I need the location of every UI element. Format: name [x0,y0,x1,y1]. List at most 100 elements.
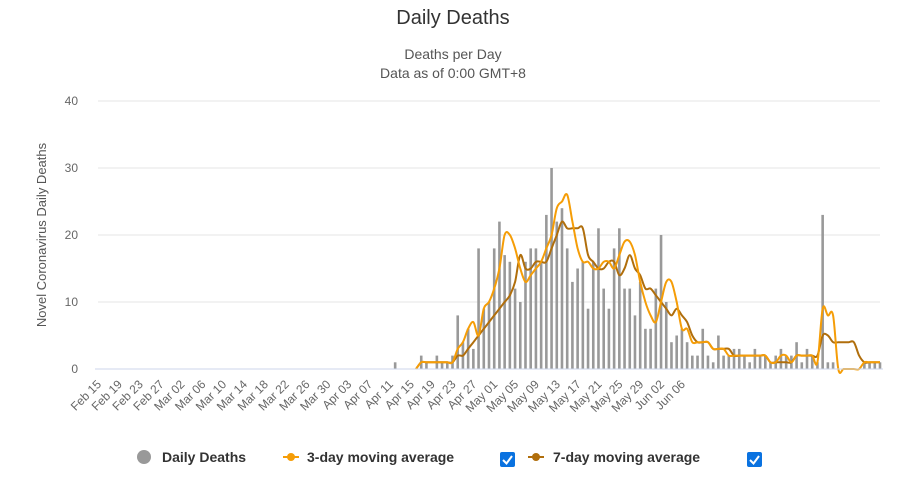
bar [873,362,877,369]
legend-item[interactable]: Daily Deaths [137,449,246,465]
bar [769,362,772,369]
y-axis-ticks: 0 10 20 30 40 [65,94,79,376]
bar [529,248,533,369]
bar [644,328,647,369]
bar [711,362,715,369]
line-3-day-average [415,193,880,374]
line-7-day-average [415,220,880,370]
bar [779,348,783,369]
bar [727,355,731,369]
bar [805,348,809,369]
bar [482,308,486,369]
bar [498,221,501,369]
bar [717,335,720,369]
y-tick-label: 30 [65,161,79,175]
bar [393,362,397,369]
bar [456,315,460,369]
legend-symbol [532,453,540,461]
y-tick-label: 20 [65,228,79,242]
bar [748,362,751,369]
y-tick-label: 40 [65,94,79,108]
legend-checkbox[interactable] [747,452,762,467]
checkbox-box [747,452,762,467]
bar [868,362,871,369]
chart-subtitle-line-2: Data as of 0:00 GMT+8 [380,65,526,81]
legend: Daily Deaths 3-day moving average 7-day mo… [137,449,762,467]
bar [696,355,699,369]
bar [685,342,689,369]
bar [477,248,480,369]
bar [539,261,543,369]
bar [565,248,569,369]
bar [560,208,564,369]
bar [440,362,444,369]
y-tick-label: 10 [65,295,79,309]
bar [524,261,527,369]
bar [863,362,866,369]
bar [701,328,705,369]
legend-symbol [287,453,295,461]
bar [508,261,512,369]
check-icon [502,455,513,466]
bar-series-daily-deaths [393,168,882,369]
bar [534,248,538,369]
bar [821,214,824,369]
bar [581,261,585,369]
bar [800,362,804,369]
bar [597,228,600,369]
bar [753,348,757,369]
bar [664,302,668,369]
line-series [415,193,880,374]
bar [550,168,553,369]
checkbox-box [500,452,515,467]
y-tick-label: 0 [71,362,78,376]
bar [764,355,767,369]
bar [732,348,736,369]
bar [691,355,694,369]
bar [623,288,626,369]
bar [607,308,611,369]
legend-label: 7-day moving average [553,449,700,465]
legend-item[interactable]: 3-day moving average [283,449,454,465]
bar [612,248,616,369]
bar [649,328,652,369]
bar [675,335,678,369]
bar [472,348,475,369]
bar [810,355,814,369]
bar [654,288,658,369]
bar [633,315,637,369]
bar [492,248,496,369]
bar [555,221,559,369]
bar [628,288,632,369]
bar [831,362,835,369]
bar [586,308,590,369]
bar [878,362,882,369]
bar [618,228,621,369]
bar [826,362,830,369]
legend-symbol [137,450,151,464]
bar [670,342,673,369]
bar [487,302,491,369]
chart-title: Daily Deaths [396,7,509,29]
bar [743,355,746,369]
bar [518,302,522,369]
bar [602,288,605,369]
check-icon [749,455,760,466]
legend-label: Daily Deaths [162,449,246,465]
legend-checkbox[interactable] [500,452,515,467]
bar [680,328,684,369]
bar [545,214,548,369]
bar [576,268,579,369]
bar [737,348,741,369]
bar [816,362,819,369]
legend-item[interactable]: 7-day moving average [528,449,700,465]
bar [503,255,506,369]
bar [722,355,725,369]
bar [591,261,595,369]
bar [425,362,428,369]
bar [758,355,762,369]
bar [513,288,517,369]
y-axis-title: Novel Coronavirus Daily Deaths [34,142,49,327]
